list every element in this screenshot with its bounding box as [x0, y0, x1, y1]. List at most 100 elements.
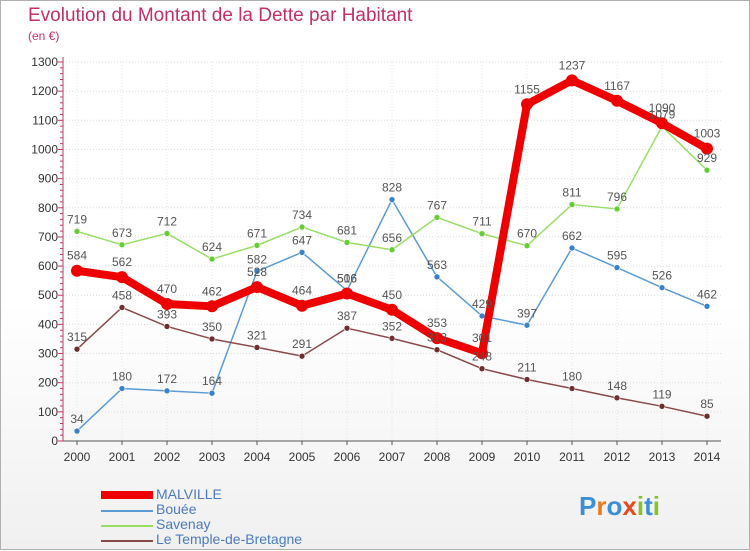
data-point [613, 264, 621, 271]
data-point [613, 394, 621, 402]
data-point [703, 412, 711, 420]
series-malville [71, 74, 713, 360]
logo-letter: P [579, 491, 597, 521]
data-point [703, 303, 711, 310]
data-label: 562 [112, 255, 132, 269]
logo-letter: t [644, 491, 653, 521]
x-tick-label: 2012 [604, 450, 631, 464]
x-tick-label: 2002 [154, 450, 181, 464]
data-label: 315 [67, 330, 87, 344]
data-point [478, 312, 486, 320]
data-point [388, 196, 396, 203]
logo-letter: i [652, 491, 660, 521]
data-label: 1003 [694, 127, 721, 141]
data-label: 624 [202, 240, 222, 254]
legend-label: Le Temple-de-Bretagne [156, 531, 303, 547]
data-point [433, 214, 441, 221]
data-label: 248 [472, 350, 492, 364]
chart-subtitle: (en €) [28, 29, 60, 43]
y-tick-label: 700 [38, 230, 58, 244]
data-point [386, 303, 398, 316]
data-label: 662 [562, 229, 582, 243]
logo-letter: o [606, 491, 623, 521]
data-label: 582 [247, 252, 267, 266]
data-label: 211 [517, 360, 536, 374]
data-point [298, 352, 306, 360]
data-label: 516 [337, 272, 357, 286]
data-point [251, 281, 263, 294]
y-tick-label: 500 [38, 288, 58, 302]
data-point [253, 242, 261, 249]
data-label: 164 [202, 374, 222, 388]
y-tick-label: 400 [38, 317, 58, 331]
data-point [476, 347, 488, 360]
series-le-temple-de-bretagne [73, 304, 711, 420]
data-point [116, 271, 128, 284]
chart-title: Evolution du Montant de la Dette par Hab… [28, 5, 413, 26]
data-label: 584 [67, 249, 87, 263]
data-label: 811 [562, 186, 581, 200]
data-point [701, 142, 713, 155]
data-point [343, 239, 351, 246]
data-point [568, 201, 576, 208]
data-point [521, 98, 533, 111]
data-label: 563 [427, 258, 447, 272]
data-label: 828 [382, 181, 402, 195]
data-label: 387 [337, 309, 357, 323]
y-tick-label: 1300 [31, 55, 58, 69]
data-label: 350 [202, 320, 222, 334]
x-tick-label: 2008 [424, 450, 451, 464]
data-label: 148 [607, 379, 627, 393]
x-tick-label: 2009 [469, 450, 496, 464]
y-tick-label: 1200 [31, 84, 58, 98]
x-tick-label: 2011 [559, 450, 585, 464]
data-label: 595 [607, 249, 627, 263]
data-point [523, 376, 531, 383]
logo-letter: x [622, 491, 637, 521]
x-tick-label: 2000 [64, 450, 91, 464]
data-point [388, 335, 396, 342]
data-point [161, 297, 173, 310]
x-tick-label: 2006 [334, 450, 361, 464]
data-label: 393 [157, 307, 177, 321]
data-label: 119 [652, 387, 671, 401]
data-label: 450 [382, 288, 402, 302]
data-point [118, 385, 126, 392]
data-label: 458 [112, 288, 132, 302]
y-tick-label: 800 [38, 201, 58, 215]
data-point [478, 365, 486, 372]
data-label: 321 [247, 328, 267, 342]
data-point [523, 321, 531, 329]
legend-swatch [101, 491, 153, 499]
data-label: 712 [157, 214, 177, 228]
data-label: 34 [70, 412, 84, 426]
x-tick-label: 2007 [379, 450, 406, 464]
data-point [388, 246, 396, 254]
x-tick-label: 2003 [199, 450, 226, 464]
data-label: 180 [562, 370, 582, 384]
y-tick-label: 900 [38, 172, 58, 186]
data-point [208, 255, 216, 263]
data-label: 429 [472, 297, 492, 311]
x-tick-label: 2004 [244, 450, 271, 464]
data-label: 1090 [649, 101, 676, 115]
data-point [343, 324, 351, 332]
data-point [298, 223, 306, 231]
data-label: 301 [472, 331, 492, 345]
data-point [658, 284, 666, 291]
data-point [523, 242, 531, 249]
data-point [431, 332, 443, 345]
x-tick-label: 2013 [649, 450, 676, 464]
legend-swatch [101, 525, 153, 527]
x-tick-label: 2010 [514, 450, 541, 464]
data-label: 673 [112, 226, 132, 240]
data-label: 462 [697, 287, 717, 301]
data-label: 671 [247, 226, 267, 240]
data-label: 172 [157, 372, 177, 386]
data-point [73, 228, 81, 235]
data-label: 470 [157, 282, 177, 296]
data-point [208, 389, 216, 397]
data-point [73, 427, 81, 435]
data-point [568, 385, 576, 392]
